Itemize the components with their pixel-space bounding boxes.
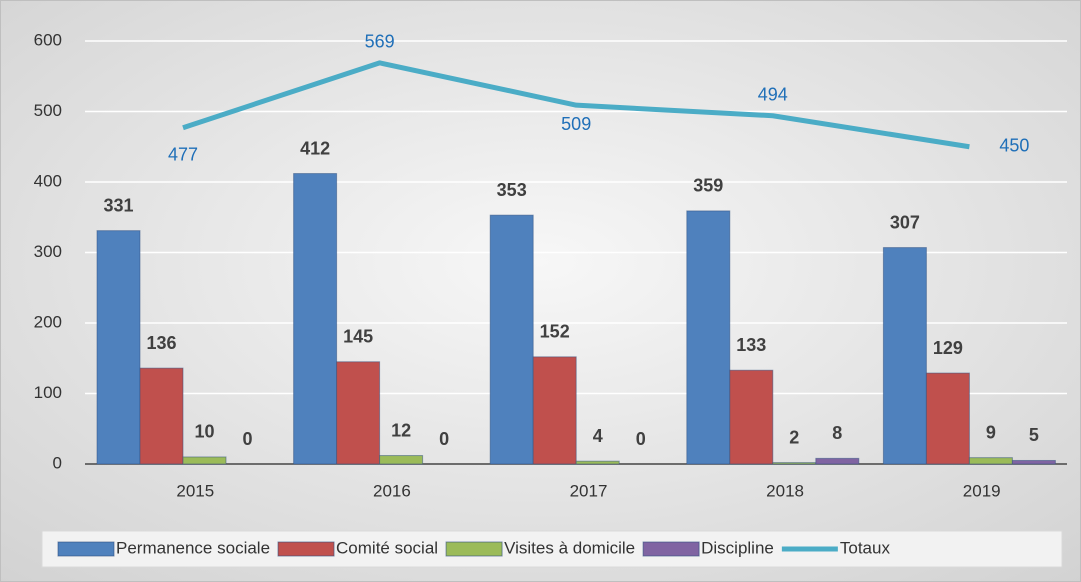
x-tick-label: 2016 (373, 481, 411, 500)
value-label: 331 (103, 195, 133, 215)
legend-label: Discipline (701, 538, 774, 557)
bar (336, 361, 381, 465)
legend-label: Totaux (840, 538, 891, 557)
value-label: 133 (736, 335, 766, 355)
line-label: 509 (561, 114, 591, 134)
value-label: 307 (890, 212, 920, 232)
legend-swatch (57, 541, 115, 557)
bar (532, 356, 577, 465)
value-label: 5 (1029, 425, 1039, 445)
legend-swatch (277, 541, 335, 557)
bar (293, 173, 338, 465)
value-label: 129 (933, 338, 963, 358)
value-label: 359 (693, 176, 723, 196)
x-tick-label: 2015 (176, 481, 214, 500)
value-label: 152 (540, 322, 570, 342)
y-tick-label: 400 (34, 171, 62, 190)
bar (925, 372, 970, 465)
y-tick-label: 0 (53, 453, 62, 472)
value-label: 412 (300, 138, 330, 158)
x-tick-label: 2017 (570, 481, 608, 500)
x-tick-label: 2018 (766, 481, 804, 500)
line-label: 450 (999, 136, 1029, 156)
legend-box (41, 530, 1063, 568)
bar (139, 367, 184, 465)
value-label: 4 (593, 426, 603, 446)
bar (968, 457, 1013, 465)
bar (815, 457, 860, 465)
line-label: 569 (365, 32, 395, 52)
bar (1011, 459, 1056, 465)
legend-swatch (445, 541, 503, 557)
y-tick-label: 200 (34, 312, 62, 331)
value-label: 0 (636, 429, 646, 449)
y-tick-label: 300 (34, 242, 62, 261)
legend-label: Comité social (336, 538, 438, 557)
line-label: 477 (168, 144, 198, 164)
bar (575, 460, 620, 465)
bar (686, 210, 731, 465)
value-label: 8 (832, 423, 842, 443)
value-label: 0 (242, 429, 252, 449)
bar (882, 247, 927, 465)
bar (379, 455, 424, 465)
legend-swatch (642, 541, 700, 557)
y-tick-label: 500 (34, 101, 62, 120)
value-label: 12 (391, 420, 411, 440)
line-label: 494 (758, 84, 788, 104)
x-tick-label: 2019 (963, 481, 1001, 500)
legend-label: Visites à domicile (504, 538, 635, 557)
legend-label: Permanence sociale (116, 538, 270, 557)
value-label: 10 (194, 422, 214, 442)
value-label: 9 (986, 422, 996, 442)
bar (729, 369, 774, 465)
value-label: 2 (789, 427, 799, 447)
bar (182, 456, 227, 465)
value-label: 136 (146, 333, 176, 353)
value-label: 145 (343, 327, 373, 347)
bar (772, 462, 817, 465)
y-tick-label: 600 (34, 30, 62, 49)
line (182, 60, 970, 150)
value-label: 0 (439, 429, 449, 449)
y-tick-label: 100 (34, 383, 62, 402)
bar (96, 230, 141, 465)
bar (489, 214, 534, 465)
value-label: 353 (497, 180, 527, 200)
